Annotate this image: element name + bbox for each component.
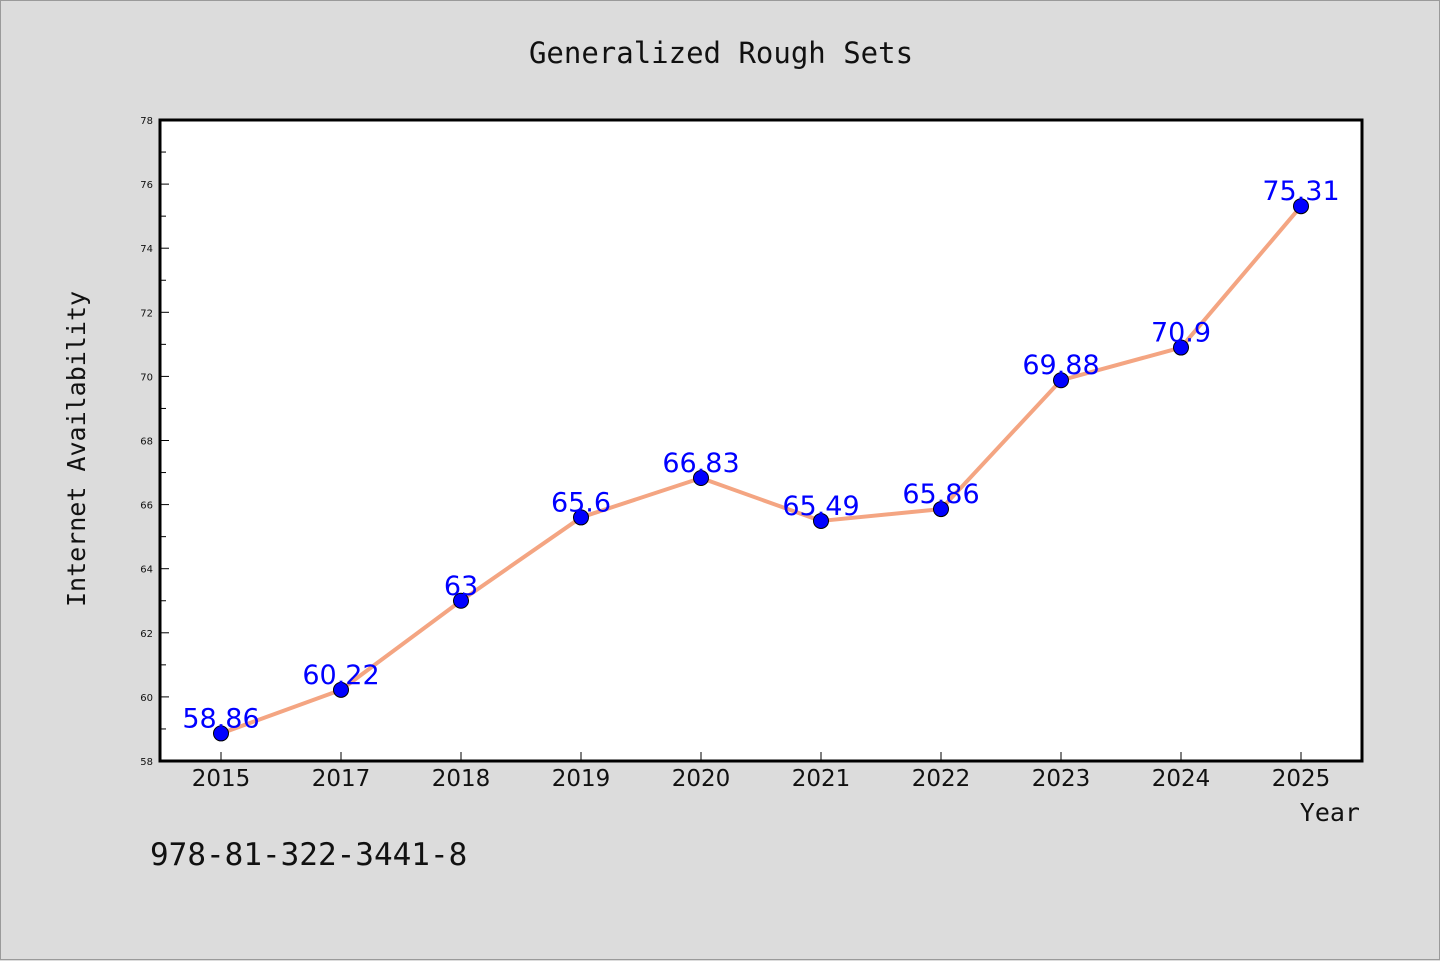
y-tick-label: 72 xyxy=(140,308,153,319)
data-point-marker xyxy=(1173,339,1189,356)
y-axis-label: Internet Availability xyxy=(62,291,91,607)
data-label: 65.49 xyxy=(782,491,859,522)
data-label: 65.86 xyxy=(902,479,979,510)
data-point-marker xyxy=(1053,372,1069,389)
y-tick-label: 62 xyxy=(140,629,153,640)
x-tick-label: 2015 xyxy=(192,766,251,792)
x-tick-label: 2024 xyxy=(1152,766,1211,792)
x-tick-label: 2023 xyxy=(1032,766,1091,792)
data-point-marker xyxy=(333,681,349,698)
data-point-marker xyxy=(453,592,469,609)
x-tick-label: 2025 xyxy=(1272,766,1331,792)
plot-frame xyxy=(158,118,1364,763)
data-point-marker xyxy=(933,501,949,518)
x-tick-label: 2018 xyxy=(432,766,491,792)
y-tick-label: 60 xyxy=(140,693,153,704)
isbn-caption: 978-81-322-3441-8 xyxy=(150,837,467,873)
x-axis-ticks: 2015 2017 2018 2019 2020 2021 2022 2023 2024 2025 xyxy=(192,752,1331,792)
data-label: 66.83 xyxy=(662,448,739,479)
data-label: 70.9 xyxy=(1151,318,1211,349)
series-group: 58.86 60.22 63 65.6 66.83 65.49 65.86 69.88 70.9… xyxy=(182,176,1340,742)
y-tick-label: 66 xyxy=(140,501,153,512)
data-label: 60.22 xyxy=(302,660,379,691)
data-point-marker xyxy=(693,469,709,486)
y-tick-label: 68 xyxy=(140,437,153,448)
x-tick-label: 2017 xyxy=(312,766,371,792)
data-label: 65.6 xyxy=(551,487,611,518)
x-tick-label: 2021 xyxy=(792,766,851,792)
y-tick-label: 64 xyxy=(140,565,153,576)
y-tick-label: 58 xyxy=(140,757,153,768)
chart-title: Generalized Rough Sets xyxy=(529,36,913,70)
data-label: 58.86 xyxy=(182,703,259,734)
y-tick-label: 78 xyxy=(140,116,153,127)
data-point-marker xyxy=(813,512,829,529)
data-point-marker xyxy=(1293,198,1309,215)
data-point-marker xyxy=(573,509,589,526)
x-tick-label: 2020 xyxy=(672,766,731,792)
series-line xyxy=(219,204,1303,736)
data-label: 75.31 xyxy=(1262,176,1339,207)
y-tick-label: 76 xyxy=(140,180,153,191)
x-tick-label: 2019 xyxy=(552,766,611,792)
x-tick-label: 2022 xyxy=(912,766,971,792)
data-label: 63 xyxy=(444,571,478,602)
y-tick-label: 74 xyxy=(140,244,153,255)
data-point-marker xyxy=(213,725,229,742)
plot-area xyxy=(160,120,1362,761)
data-label: 69.88 xyxy=(1022,350,1099,381)
y-tick-label: 70 xyxy=(140,372,153,383)
x-axis-label: Year xyxy=(1300,798,1360,827)
